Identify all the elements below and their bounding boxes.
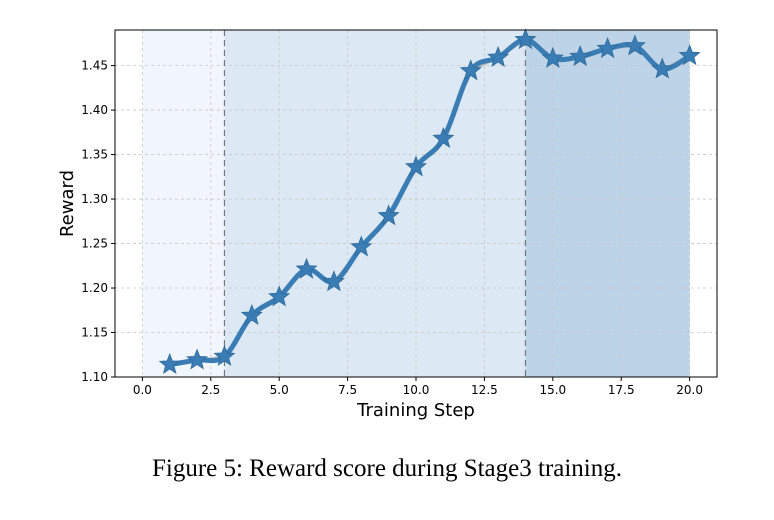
- shaded-region-1: [142, 30, 225, 377]
- y-axis-label: Reward: [57, 170, 78, 237]
- y-tick-label: 1.35: [81, 148, 108, 162]
- x-tick-label: 2.5: [201, 383, 220, 397]
- y-tick-label: 1.45: [81, 59, 108, 73]
- data-point-star: [240, 303, 263, 325]
- x-tick-label: 10.0: [403, 383, 430, 397]
- axis-ticks: 0.0 2.5 5.0 7.5 10.0 12.5 15.0 17.5 20.0 1.10 1.15…: [81, 59, 703, 397]
- data-point-star: [268, 285, 291, 307]
- x-tick-label: 20.0: [676, 383, 703, 397]
- data-point-star: [432, 126, 455, 148]
- x-tick-label: 7.5: [338, 383, 357, 397]
- x-axis-label: Training Step: [356, 400, 475, 421]
- data-point-star: [322, 270, 345, 292]
- data-point-star: [186, 348, 209, 370]
- data-point-star: [213, 344, 236, 366]
- data-point-star: [404, 155, 428, 177]
- x-tick-label: 0.0: [133, 383, 152, 397]
- data-point-star: [541, 46, 564, 68]
- shaded-region-2: [224, 30, 526, 377]
- data-point-star: [514, 28, 537, 50]
- x-tick-label: 15.0: [539, 383, 566, 397]
- y-tick-label: 1.20: [81, 281, 108, 295]
- stage-boundary-lines: [223, 30, 527, 377]
- data-point-star: [487, 45, 510, 67]
- data-point-star: [459, 59, 482, 81]
- shaded-regions: [142, 30, 690, 377]
- y-tick-label: 1.40: [81, 103, 108, 117]
- data-point-star: [596, 37, 619, 59]
- data-point-star: [158, 352, 181, 374]
- data-point-star: [569, 45, 592, 67]
- x-tick-label: 17.5: [608, 383, 635, 397]
- y-tick-label: 1.30: [81, 192, 108, 206]
- reward-chart: 0.0 2.5 5.0 7.5 10.0 12.5 15.0 17.5 20.0 1.10 1.15…: [57, 28, 718, 421]
- x-tick-label: 5.0: [270, 383, 289, 397]
- data-point-star: [623, 34, 646, 56]
- reward-series: [158, 28, 701, 374]
- data-point-star: [377, 204, 400, 226]
- y-tick-label: 1.10: [81, 370, 108, 384]
- data-point-star: [678, 44, 701, 66]
- y-tick-label: 1.25: [81, 237, 108, 251]
- figure-caption: Figure 5: Reward score during Stage3 tra…: [151, 455, 623, 482]
- data-point-star: [651, 57, 674, 79]
- y-tick-label: 1.15: [81, 326, 108, 340]
- data-point-star: [295, 257, 318, 279]
- shaded-region-3: [525, 30, 690, 377]
- x-tick-label: 12.5: [471, 383, 498, 397]
- data-point-star: [350, 235, 373, 257]
